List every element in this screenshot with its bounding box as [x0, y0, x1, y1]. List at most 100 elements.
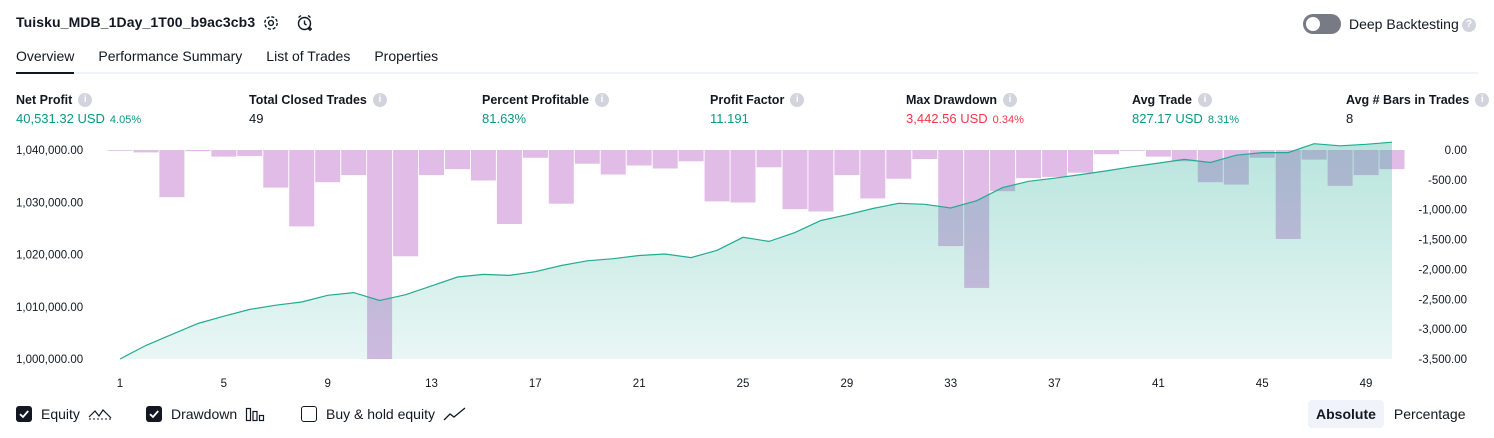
metric-value: 40,531.32 USD — [16, 111, 105, 126]
drawdown-bar — [522, 150, 548, 158]
drawdown-bar — [730, 150, 756, 203]
drawdown-bar — [1145, 150, 1171, 157]
deep-backtesting-toggle[interactable] — [1303, 14, 1341, 34]
drawdown-bar — [496, 150, 522, 224]
x-tick-label: 17 — [529, 378, 542, 390]
metric-label: Total Closed Trades — [249, 93, 367, 107]
tab-performance-summary[interactable]: Performance Summary — [98, 48, 243, 64]
absolute-button[interactable]: Absolute — [1308, 400, 1384, 428]
metric-avg-trade: Avg Trade i 827.17 USD 8.31% — [1132, 93, 1239, 126]
y-left-tick-label: 1,020,000.00 — [16, 250, 83, 262]
info-icon[interactable]: i — [1003, 93, 1017, 107]
equity-area — [120, 142, 1392, 359]
legend-label: Drawdown — [171, 406, 238, 422]
alarm-clock-add-icon[interactable] — [295, 13, 315, 33]
drawdown-bar — [834, 150, 860, 176]
drawdown-bar — [1094, 150, 1119, 155]
drawdown-bar — [289, 150, 315, 227]
metric-net-profit: Net Profit i 40,531.32 USD 4.05% — [16, 93, 141, 126]
metric-value: 8 — [1346, 111, 1354, 126]
buy-hold-line-icon — [443, 407, 466, 421]
info-icon[interactable]: i — [1197, 93, 1212, 107]
info-icon[interactable]: i — [594, 93, 609, 107]
strategy-title: Tuisku_MDB_1Day_1T00_b9ac3cb3 — [16, 14, 256, 30]
drawdown-bar — [678, 150, 704, 162]
metric-label: Max Drawdown — [906, 93, 997, 107]
drawdown-bar — [419, 150, 444, 176]
metric-label: Avg # Bars in Trades — [1346, 93, 1470, 107]
info-icon[interactable]: i — [78, 93, 93, 107]
y-left-tick-label: 1,030,000.00 — [16, 197, 83, 209]
x-tick-label: 41 — [1152, 378, 1165, 390]
metric-avg-bars-in-trades: Avg # Bars in Trades i 8 — [1346, 93, 1490, 126]
drawdown-bar — [315, 150, 341, 183]
legend-equity[interactable]: Equity — [16, 403, 112, 425]
x-tick-label: 49 — [1360, 378, 1373, 390]
drawdown-bar — [600, 150, 626, 175]
drawdown-bar — [548, 150, 574, 204]
drawdown-bar — [185, 150, 211, 152]
gear-icon[interactable] — [261, 13, 281, 33]
tab-properties[interactable]: Properties — [374, 48, 439, 64]
metric-max-drawdown: Max Drawdown i 3,442.56 USD 0.34% — [906, 93, 1024, 126]
drawdown-bar — [263, 150, 289, 188]
y-right-tick-label: -2,500.00 — [1418, 294, 1467, 306]
view-mode-switch: Absolute Percentage — [1308, 400, 1474, 428]
drawdown-bar — [159, 150, 185, 198]
x-tick-label: 29 — [841, 378, 854, 390]
equity-line-icon — [88, 409, 112, 420]
x-tick-label: 33 — [944, 378, 957, 390]
drawdown-bar — [1016, 150, 1042, 179]
x-tick-label: 5 — [221, 378, 227, 390]
legend-buy-hold-equity[interactable]: Buy & hold equity — [301, 403, 467, 425]
drawdown-bar — [626, 150, 652, 166]
x-tick-label: 21 — [633, 378, 646, 390]
drawdown-bar — [1068, 150, 1093, 173]
drawdown-bar — [470, 150, 496, 181]
drawdown-bar — [704, 150, 730, 202]
y-left-tick-label: 1,010,000.00 — [16, 302, 83, 314]
metric-label: Profit Factor — [710, 93, 785, 107]
tab-list-of-trades[interactable]: List of Trades — [266, 48, 351, 64]
y-right-tick-label: -1,500.00 — [1418, 235, 1467, 247]
drawdown-bar — [107, 150, 133, 151]
drawdown-bar — [808, 150, 834, 212]
legend-label: Equity — [41, 406, 80, 422]
metric-value: 81.63% — [482, 111, 527, 126]
metric-label: Net Profit — [16, 93, 73, 107]
info-icon[interactable]: i — [372, 93, 387, 107]
equity-checkbox[interactable] — [16, 406, 32, 422]
metric-value: 827.17 USD — [1132, 111, 1203, 126]
info-icon[interactable]: i — [790, 93, 805, 107]
buy-hold-checkbox[interactable] — [301, 406, 317, 422]
deep-backtesting-label: Deep Backtesting — [1349, 16, 1459, 32]
drawdown-bar — [912, 150, 938, 159]
drawdown-bar — [1119, 150, 1145, 151]
y-right-tick-label: -1,000.00 — [1418, 205, 1467, 217]
metric-value: 3,442.56 USD — [906, 111, 988, 126]
metric-label: Percent Profitable — [482, 93, 589, 107]
metric-total-closed-trades: Total Closed Trades i 49 — [249, 93, 387, 126]
drawdown-bar — [886, 150, 912, 179]
metric-percent: 0.34% — [992, 114, 1024, 126]
legend-label: Buy & hold equity — [326, 406, 435, 422]
x-tick-label: 45 — [1256, 378, 1269, 390]
drawdown-checkbox[interactable] — [146, 406, 162, 422]
equity-drawdown-chart[interactable]: 1,040,000.00 1,030,000.00 1,020,000.00 1,01… — [0, 140, 1494, 395]
metric-profit-factor: Profit Factor i 11.191 — [710, 93, 805, 126]
percentage-button[interactable]: Percentage — [1393, 406, 1466, 422]
legend-drawdown[interactable]: Drawdown — [146, 403, 265, 425]
x-tick-label: 1 — [117, 378, 123, 390]
metric-percent: 4.05% — [109, 114, 142, 126]
info-icon[interactable]: i — [1475, 93, 1490, 107]
x-tick-label: 25 — [737, 378, 750, 390]
drawdown-bar — [133, 150, 159, 153]
drawdown-bar — [211, 150, 237, 157]
drawdown-bar — [445, 150, 470, 170]
metric-percent-profitable: Percent Profitable i 81.63% — [482, 93, 609, 126]
tab-overview[interactable]: Overview — [16, 48, 75, 74]
drawdown-bar — [341, 150, 367, 176]
help-icon[interactable]: ? — [1462, 18, 1476, 32]
equity-line — [119, 141, 1393, 360]
x-tick-label: 9 — [324, 378, 330, 390]
